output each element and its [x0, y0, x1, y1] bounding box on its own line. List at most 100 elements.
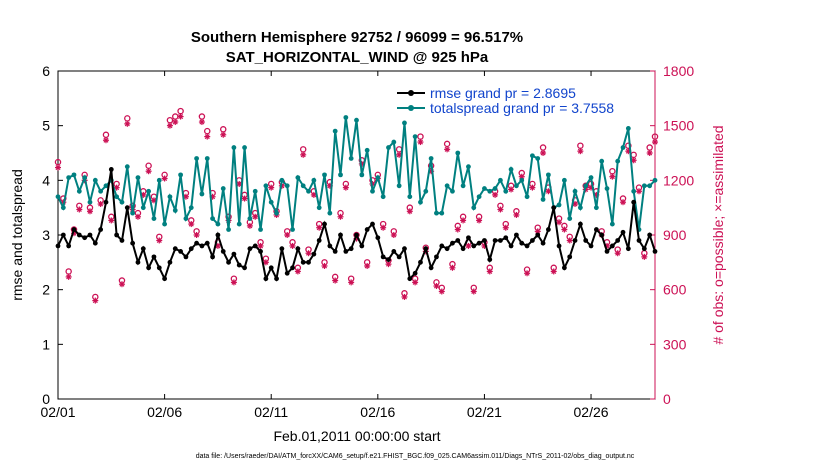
asterisk-stroke [252, 214, 258, 220]
asterisk-stroke [460, 217, 466, 223]
obs-assimilated-point [118, 281, 125, 288]
asterisk-stroke [647, 150, 653, 156]
asterisk-stroke [263, 259, 269, 265]
rmse-point [407, 276, 413, 282]
obs-assimilated-point [108, 217, 115, 224]
obs-assimilated-point [524, 270, 531, 277]
asterisk-stroke [609, 174, 615, 180]
rmse-point [210, 254, 215, 260]
obs-assimilated-point [540, 150, 547, 156]
obs-assimilated-point [321, 262, 328, 269]
rmse-point [247, 246, 253, 252]
totalspread-point [460, 183, 466, 189]
totalspread-point [466, 164, 471, 170]
asterisk-stroke [337, 214, 344, 220]
rmse-point [258, 249, 263, 254]
rmse-point [316, 238, 322, 243]
totalspread-point [327, 210, 333, 216]
totalspread-point [300, 183, 306, 189]
obs-assimilated-point [433, 283, 440, 290]
rmse-point [380, 254, 386, 260]
y-right-tick-label: 600 [663, 282, 687, 298]
rmse-point [434, 254, 439, 260]
totalspread-point [444, 183, 450, 189]
asterisk-stroke [295, 268, 301, 274]
totalspread-point [492, 186, 498, 191]
obs-assimilated-point [246, 222, 253, 229]
obs-assimilated-point [65, 273, 72, 280]
asterisk-stroke [385, 261, 392, 267]
y-left-tick-label: 2 [42, 282, 50, 298]
rmse-point [114, 232, 120, 238]
y-right-tick-label: 1500 [663, 118, 694, 134]
y-left-tick-label: 4 [42, 172, 50, 188]
y-left-tick-label: 1 [42, 336, 50, 352]
obs-assimilated-point [518, 173, 525, 180]
rmse-point [514, 232, 519, 238]
obs-assimilated-point [310, 191, 317, 198]
totalspread-point [71, 172, 77, 178]
asterisk-stroke [561, 227, 567, 233]
obs-assimilated-point [252, 213, 259, 220]
asterisk-stroke [300, 152, 306, 158]
asterisk-stroke [178, 114, 184, 120]
totalspread-point [530, 153, 535, 159]
obs-assimilated-point [332, 277, 339, 284]
asterisk-stroke [284, 232, 290, 238]
rmse-point [545, 227, 551, 232]
asterisk-stroke [380, 225, 386, 231]
obs-assimilated-point [97, 201, 104, 208]
chart-title-line1: Southern Hemisphere 92752 / 96099 = 96.5… [191, 29, 523, 46]
rmse-point [370, 221, 375, 227]
asterisk-stroke [508, 186, 514, 192]
obs-assimilated-point [470, 288, 477, 295]
rmse-point [156, 265, 162, 271]
asterisk-stroke [551, 268, 557, 274]
asterisk-stroke [513, 212, 519, 218]
y-right-tick-label: 900 [663, 227, 687, 243]
asterisk-stroke [162, 175, 168, 182]
obs-assimilated-point [230, 279, 237, 286]
asterisk-stroke [545, 188, 551, 194]
totalspread-point [540, 197, 546, 202]
asterisk-stroke [55, 165, 61, 171]
rmse-point [615, 238, 621, 243]
asterisk-stroke [615, 250, 621, 256]
rmse-point [290, 265, 295, 271]
obs-assimilated-point [166, 122, 173, 129]
rmse-point [354, 232, 359, 238]
asterisk-stroke [290, 243, 296, 249]
asterisk-stroke [433, 283, 439, 289]
y-axis-right-label: # of obs: o=possible; ×=assimilated [710, 125, 726, 344]
obs-assimilated-point [55, 164, 61, 171]
rmse-point [391, 249, 397, 254]
obs-assimilated-point [385, 261, 392, 268]
rmse-point [561, 265, 567, 271]
asterisk-stroke [215, 243, 221, 249]
rmse-point [71, 227, 77, 232]
asterisk-stroke [492, 192, 498, 198]
totalspread-point [370, 188, 375, 194]
rmse-point [236, 262, 242, 268]
obs-assimilated-point [646, 150, 653, 156]
totalspread-point [556, 202, 562, 208]
plot-area: 0 1 2 3 4 5 6 0 300 600 900 1200 1500 1800 02/01 02/06 0… [40, 63, 694, 420]
rmse-point [524, 243, 530, 249]
rmse-point [572, 238, 578, 243]
rmse-point [135, 259, 141, 265]
totalspread-point [604, 186, 610, 191]
totalspread-point [391, 139, 397, 145]
asterisk-stroke [87, 208, 93, 214]
obs-assimilated-point [566, 237, 573, 244]
obs-assimilated-point [220, 131, 227, 138]
totalspread-point [503, 188, 509, 194]
obs-assimilated-point [193, 232, 200, 238]
rmse-point [338, 232, 343, 238]
rmse-point [492, 238, 498, 243]
rmse-point [284, 270, 290, 276]
totalspread-point [364, 147, 370, 153]
asterisk-stroke [407, 208, 413, 214]
rmse-point [593, 227, 599, 232]
rmse-point [242, 265, 247, 271]
